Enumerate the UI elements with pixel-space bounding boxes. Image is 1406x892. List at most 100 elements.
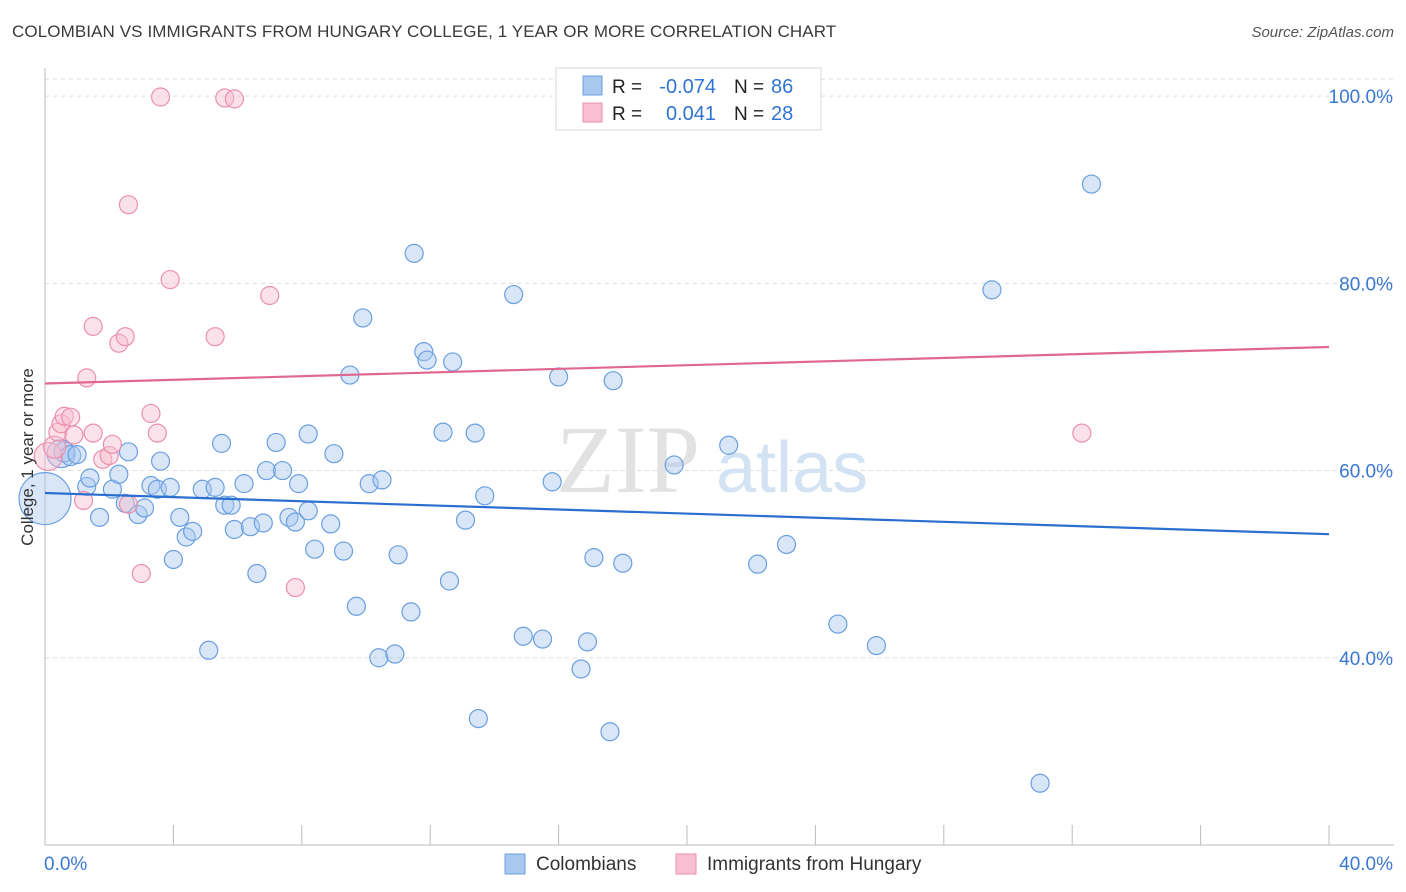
data-point-colombians — [1081, 174, 1102, 194]
data-point-colombians — [305, 539, 325, 559]
tick-labels: 40.0% 60.0% 80.0% 100.0% 0.0% 40.0% — [44, 87, 1393, 875]
data-point-colombians — [584, 548, 604, 568]
stats-n-label: N = — [734, 77, 764, 98]
source-note: Source: ZipAtlas.com — [1251, 24, 1394, 41]
data-point-colombians — [160, 477, 180, 497]
data-point-colombians — [1030, 773, 1050, 793]
stats-r-label: R = — [612, 104, 642, 125]
data-point-colombians — [455, 510, 476, 530]
data-point-colombians — [18, 472, 72, 526]
data-point-hungary — [285, 577, 305, 598]
stats-n-label: N = — [734, 104, 764, 125]
data-point-hungary — [43, 435, 67, 459]
data-point-colombians — [256, 460, 277, 481]
data-point-hungary — [260, 285, 280, 306]
y-tick-label: 60.0% — [1339, 462, 1393, 483]
data-point-colombians — [221, 495, 241, 515]
data-point-colombians — [321, 514, 341, 534]
data-point-colombians — [401, 602, 421, 622]
data-point-colombians — [828, 614, 848, 634]
x-tick-label: 0.0% — [44, 854, 87, 875]
stats-n-value: 28 — [771, 103, 793, 125]
data-point-colombians — [475, 486, 495, 506]
data-point-hungary — [77, 368, 97, 388]
data-point-colombians — [272, 460, 293, 481]
chart-title: COLOMBIAN VS IMMIGRANTS FROM HUNGARY COL… — [12, 22, 837, 41]
data-point-colombians — [776, 534, 797, 555]
legend-swatch-colombians — [504, 853, 526, 875]
data-point-colombians — [134, 498, 155, 518]
data-point-colombians — [417, 350, 437, 370]
data-point-hungary — [224, 89, 244, 109]
data-point-colombians — [298, 424, 318, 444]
data-point-colombians — [67, 445, 87, 465]
data-point-hungary — [102, 434, 123, 454]
data-point-colombians — [224, 519, 244, 540]
data-point-hungary — [131, 563, 151, 584]
data-point-colombians — [603, 371, 623, 391]
data-point-colombians — [285, 512, 305, 532]
data-point-hungary — [73, 490, 94, 511]
data-point-hungary — [99, 445, 119, 466]
data-point-colombians — [170, 507, 190, 527]
stats-r-value: 0.041 — [666, 103, 716, 125]
stats-swatch-colombians — [582, 75, 603, 96]
data-point-colombians — [748, 554, 768, 574]
watermark-atlas: atlas — [716, 428, 868, 508]
data-point-hungary — [215, 88, 235, 108]
data-point-colombians — [443, 352, 463, 372]
data-point-colombians — [600, 722, 620, 742]
trend-lines — [44, 345, 1330, 536]
data-point-colombians — [613, 553, 633, 573]
legend-label-colombians: Colombians — [536, 854, 636, 875]
data-points — [18, 87, 1102, 793]
data-point-colombians — [982, 280, 1002, 300]
data-point-colombians — [298, 501, 318, 521]
stats-box: R = -0.074 N = 86 R = 0.041 N = 28 — [555, 67, 822, 131]
data-point-colombians — [211, 433, 232, 453]
data-point-colombians — [571, 659, 591, 679]
data-point-colombians — [513, 626, 533, 646]
data-point-hungary — [61, 407, 81, 427]
chart-legend: Colombians Immigrants from Hungary — [504, 853, 922, 875]
data-point-colombians — [183, 521, 203, 541]
data-point-colombians — [359, 474, 379, 494]
data-point-colombians — [234, 474, 254, 494]
y-tick-label: 40.0% — [1339, 649, 1393, 670]
data-point-colombians — [163, 549, 183, 570]
data-point-colombians — [247, 563, 267, 584]
data-point-colombians — [80, 468, 100, 488]
data-point-colombians — [240, 517, 261, 537]
watermark: ZIP atlas — [556, 406, 868, 513]
data-point-hungary — [141, 403, 161, 424]
stats-swatch-hungary — [582, 102, 603, 123]
data-point-hungary — [160, 269, 180, 290]
data-point-colombians — [346, 596, 366, 616]
data-point-colombians — [266, 432, 286, 453]
data-point-hungary — [83, 316, 103, 336]
data-point-colombians — [385, 644, 405, 664]
data-point-colombians — [118, 442, 139, 462]
data-point-colombians — [150, 451, 171, 471]
data-point-hungary — [83, 423, 103, 443]
data-point-colombians — [439, 571, 460, 591]
data-point-hungary — [118, 494, 139, 514]
data-point-colombians — [468, 709, 488, 729]
data-point-colombians — [719, 435, 739, 455]
data-point-colombians — [215, 495, 235, 515]
data-point-colombians — [205, 477, 225, 497]
data-point-colombians — [288, 474, 309, 494]
data-point-colombians — [353, 308, 373, 328]
data-point-colombians — [109, 464, 129, 484]
data-point-colombians — [548, 367, 569, 387]
watermark-zip: ZIP — [556, 406, 700, 513]
data-point-colombians — [372, 470, 392, 490]
data-point-hungary — [147, 423, 167, 443]
trend-line-hungary — [44, 345, 1330, 385]
data-point-hungary — [54, 406, 74, 426]
data-point-colombians — [577, 632, 598, 652]
data-point-colombians — [388, 545, 408, 565]
data-point-colombians — [333, 541, 354, 561]
axes — [44, 68, 1394, 846]
